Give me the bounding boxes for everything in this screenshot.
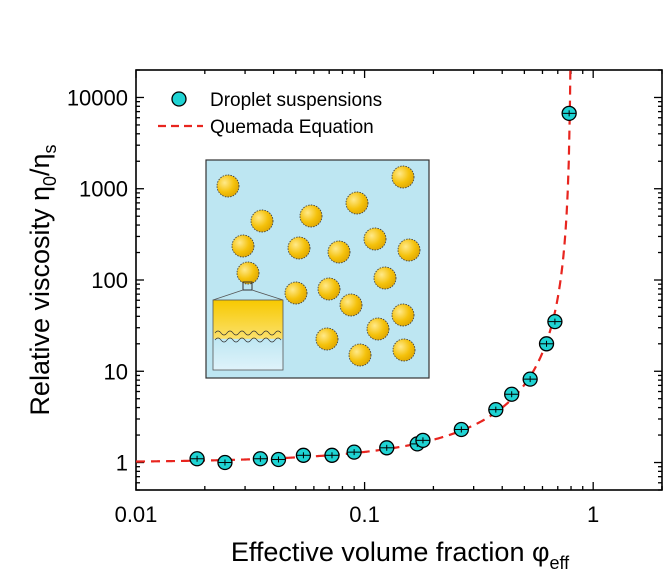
inset-droplet (339, 293, 363, 317)
inset-droplet (284, 281, 308, 305)
inset-droplet (317, 277, 341, 301)
inset-droplet (315, 327, 339, 351)
x-axis-label: Effective volume fraction φeff (231, 537, 570, 570)
y-tick-label: 10 (104, 359, 128, 384)
inset-droplet (327, 240, 351, 264)
zoom-line-left (212, 289, 244, 301)
inset-droplet (391, 303, 415, 327)
inset-droplet (392, 338, 416, 362)
legend: Droplet suspensions Quemada Equation (158, 90, 382, 138)
x-tick-label: 0.1 (349, 502, 380, 527)
inset-schematic (205, 159, 430, 379)
y-tick-label: 10000 (67, 85, 128, 110)
inset-droplet (391, 165, 415, 189)
y-tick-label: 100 (91, 268, 128, 293)
x-tick-label: 0.01 (115, 502, 158, 527)
data-markers (189, 105, 577, 471)
legend-label-quemada: Quemada Equation (210, 117, 374, 138)
inset-droplet (363, 227, 387, 251)
y-axis-ticks: 1 10 100 1000 10000 (67, 69, 662, 491)
legend-label-droplets: Droplet suspensions (210, 90, 382, 111)
surfactant-layer (214, 330, 282, 343)
inset-droplet (397, 238, 421, 262)
inset-droplet (236, 261, 260, 285)
inset-droplet (250, 209, 274, 233)
y-axis-label: Relative viscosity η0/ηs (25, 144, 60, 415)
inset-droplet (348, 343, 372, 367)
zoom-marker (242, 281, 253, 291)
y-tick-label: 1000 (79, 177, 128, 202)
zoom-line-right (251, 289, 284, 301)
inset-droplet (345, 191, 369, 215)
legend-marker-icon (171, 91, 187, 107)
inset-droplet (366, 317, 390, 341)
y-tick-label: 1 (116, 451, 128, 476)
x-axis-ticks: 0.01 0.1 1 (115, 70, 663, 527)
inset-droplet (231, 234, 255, 258)
inset-droplet (287, 236, 311, 260)
inset-droplet (299, 204, 323, 228)
inset-droplet (373, 266, 397, 290)
inset-droplet (216, 174, 240, 198)
inset-droplets (216, 165, 421, 367)
x-tick-label: 1 (587, 502, 599, 527)
